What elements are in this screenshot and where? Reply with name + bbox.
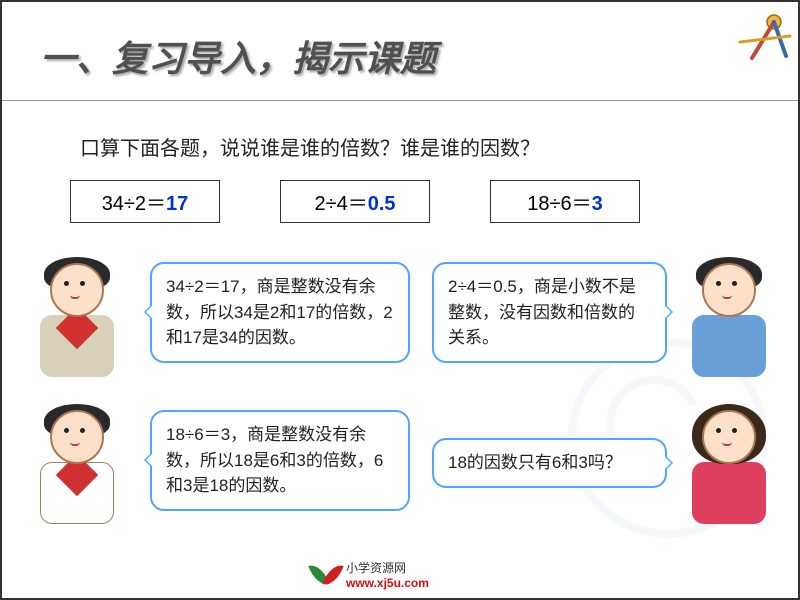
speech-bubble-1: 34÷2＝17，商是整数没有余数，所以34是2和17的倍数，2和17是34的因数… — [150, 262, 410, 363]
calc-box-1: 34÷2＝17 — [70, 180, 220, 223]
title-divider — [2, 100, 798, 101]
calc-answer: 0.5 — [368, 193, 396, 215]
calc-answer: 17 — [166, 193, 188, 215]
calc-expr: 2÷4＝ — [314, 193, 367, 215]
speech-bubble-4: 18的因数只有6和3吗？ — [432, 438, 667, 488]
calc-box-2: 2÷4＝0.5 — [280, 180, 430, 223]
calc-box-3: 18÷6＝3 — [490, 180, 640, 223]
calc-expr: 18÷6＝ — [527, 193, 591, 215]
speech-bubble-2: 2÷4＝0.5，商是小数不是整数，没有因数和倍数的关系。 — [432, 262, 667, 363]
leaf-icon — [312, 561, 340, 589]
compass-icon — [734, 6, 794, 66]
student-4-illustration — [674, 404, 784, 534]
calc-expr: 34÷2＝ — [102, 193, 166, 215]
calc-answer: 3 — [592, 193, 603, 215]
logo-title: 小学资源网 — [346, 559, 429, 576]
student-3-illustration — [22, 404, 132, 534]
student-1-illustration — [22, 257, 132, 387]
speech-bubble-3: 18÷6＝3，商是整数没有余数，所以18是6和3的倍数，6和3是18的因数。 — [150, 410, 410, 511]
calc-row: 34÷2＝17 2÷4＝0.5 18÷6＝3 — [70, 180, 640, 223]
student-2-illustration — [674, 257, 784, 387]
logo-url: www.xj5u.com — [346, 576, 429, 590]
slide: 一、复习导入，揭示课题 口算下面各题，说说谁是谁的倍数？谁是谁的因数？ 34÷2… — [0, 0, 800, 600]
section-title: 一、复习导入，揭示课题 — [40, 30, 436, 82]
site-logo: 小学资源网 www.xj5u.com — [312, 559, 429, 590]
instruction-text: 口算下面各题，说说谁是谁的倍数？谁是谁的因数？ — [80, 132, 540, 161]
